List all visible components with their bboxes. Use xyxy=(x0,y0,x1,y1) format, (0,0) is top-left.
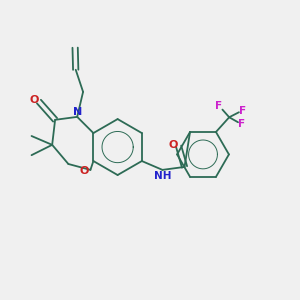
Text: NH: NH xyxy=(154,171,172,182)
Text: F: F xyxy=(238,119,245,129)
Text: N: N xyxy=(73,107,82,117)
Text: O: O xyxy=(80,166,89,176)
Text: F: F xyxy=(215,101,223,111)
Text: O: O xyxy=(29,95,39,105)
Text: F: F xyxy=(239,106,246,116)
Text: O: O xyxy=(169,140,178,150)
